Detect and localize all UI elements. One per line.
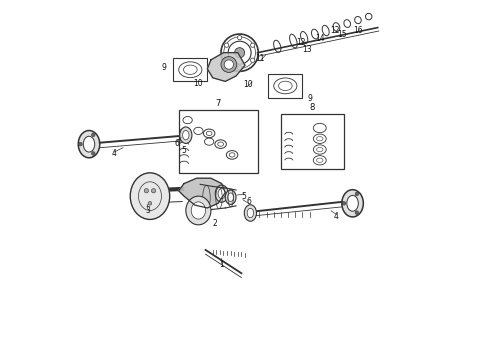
Text: 3: 3 (145, 206, 150, 215)
Ellipse shape (224, 58, 229, 62)
Ellipse shape (78, 131, 100, 158)
Text: 4: 4 (112, 149, 117, 158)
Text: 5: 5 (181, 146, 186, 155)
Ellipse shape (238, 66, 242, 70)
Ellipse shape (92, 133, 95, 136)
Ellipse shape (83, 136, 95, 152)
Text: 2: 2 (212, 219, 217, 228)
Ellipse shape (78, 142, 82, 146)
Bar (269, 74, 302, 98)
Ellipse shape (245, 205, 256, 221)
Ellipse shape (347, 195, 358, 211)
Ellipse shape (224, 60, 234, 69)
Ellipse shape (215, 185, 228, 202)
Text: 16: 16 (353, 26, 363, 35)
Polygon shape (207, 53, 245, 81)
Text: 4: 4 (334, 212, 339, 221)
Text: 13: 13 (302, 45, 312, 54)
Ellipse shape (191, 202, 205, 219)
Text: 10: 10 (194, 79, 203, 88)
Text: 12: 12 (296, 38, 305, 47)
Ellipse shape (180, 127, 192, 143)
Text: 6: 6 (246, 197, 251, 206)
Ellipse shape (342, 190, 364, 217)
Text: 1: 1 (219, 261, 224, 270)
Ellipse shape (355, 192, 359, 196)
Bar (179, 110, 258, 173)
Ellipse shape (144, 189, 148, 193)
Ellipse shape (247, 208, 254, 218)
Ellipse shape (228, 193, 234, 202)
Ellipse shape (186, 196, 211, 225)
Ellipse shape (342, 202, 346, 205)
Text: 11: 11 (255, 54, 265, 63)
Text: 14: 14 (315, 34, 324, 43)
Text: 9: 9 (162, 63, 167, 72)
Text: 8: 8 (310, 103, 315, 112)
Ellipse shape (224, 43, 229, 47)
Bar (173, 58, 207, 81)
Ellipse shape (250, 43, 255, 47)
Ellipse shape (151, 189, 156, 193)
Bar (281, 114, 343, 169)
Polygon shape (179, 178, 225, 208)
Text: 5: 5 (242, 192, 246, 201)
Text: 12: 12 (331, 26, 340, 35)
Ellipse shape (130, 173, 170, 220)
Text: 7: 7 (216, 99, 221, 108)
Ellipse shape (355, 211, 359, 215)
Ellipse shape (183, 131, 189, 140)
Text: 15: 15 (337, 30, 346, 39)
Ellipse shape (148, 202, 152, 205)
Ellipse shape (218, 189, 225, 199)
Text: 6: 6 (174, 139, 179, 148)
Text: 9: 9 (308, 94, 313, 103)
Ellipse shape (238, 36, 242, 40)
Ellipse shape (92, 152, 95, 155)
Ellipse shape (235, 48, 245, 58)
Ellipse shape (225, 190, 236, 204)
Ellipse shape (221, 57, 237, 72)
Ellipse shape (250, 58, 255, 62)
Text: 10: 10 (243, 80, 253, 89)
